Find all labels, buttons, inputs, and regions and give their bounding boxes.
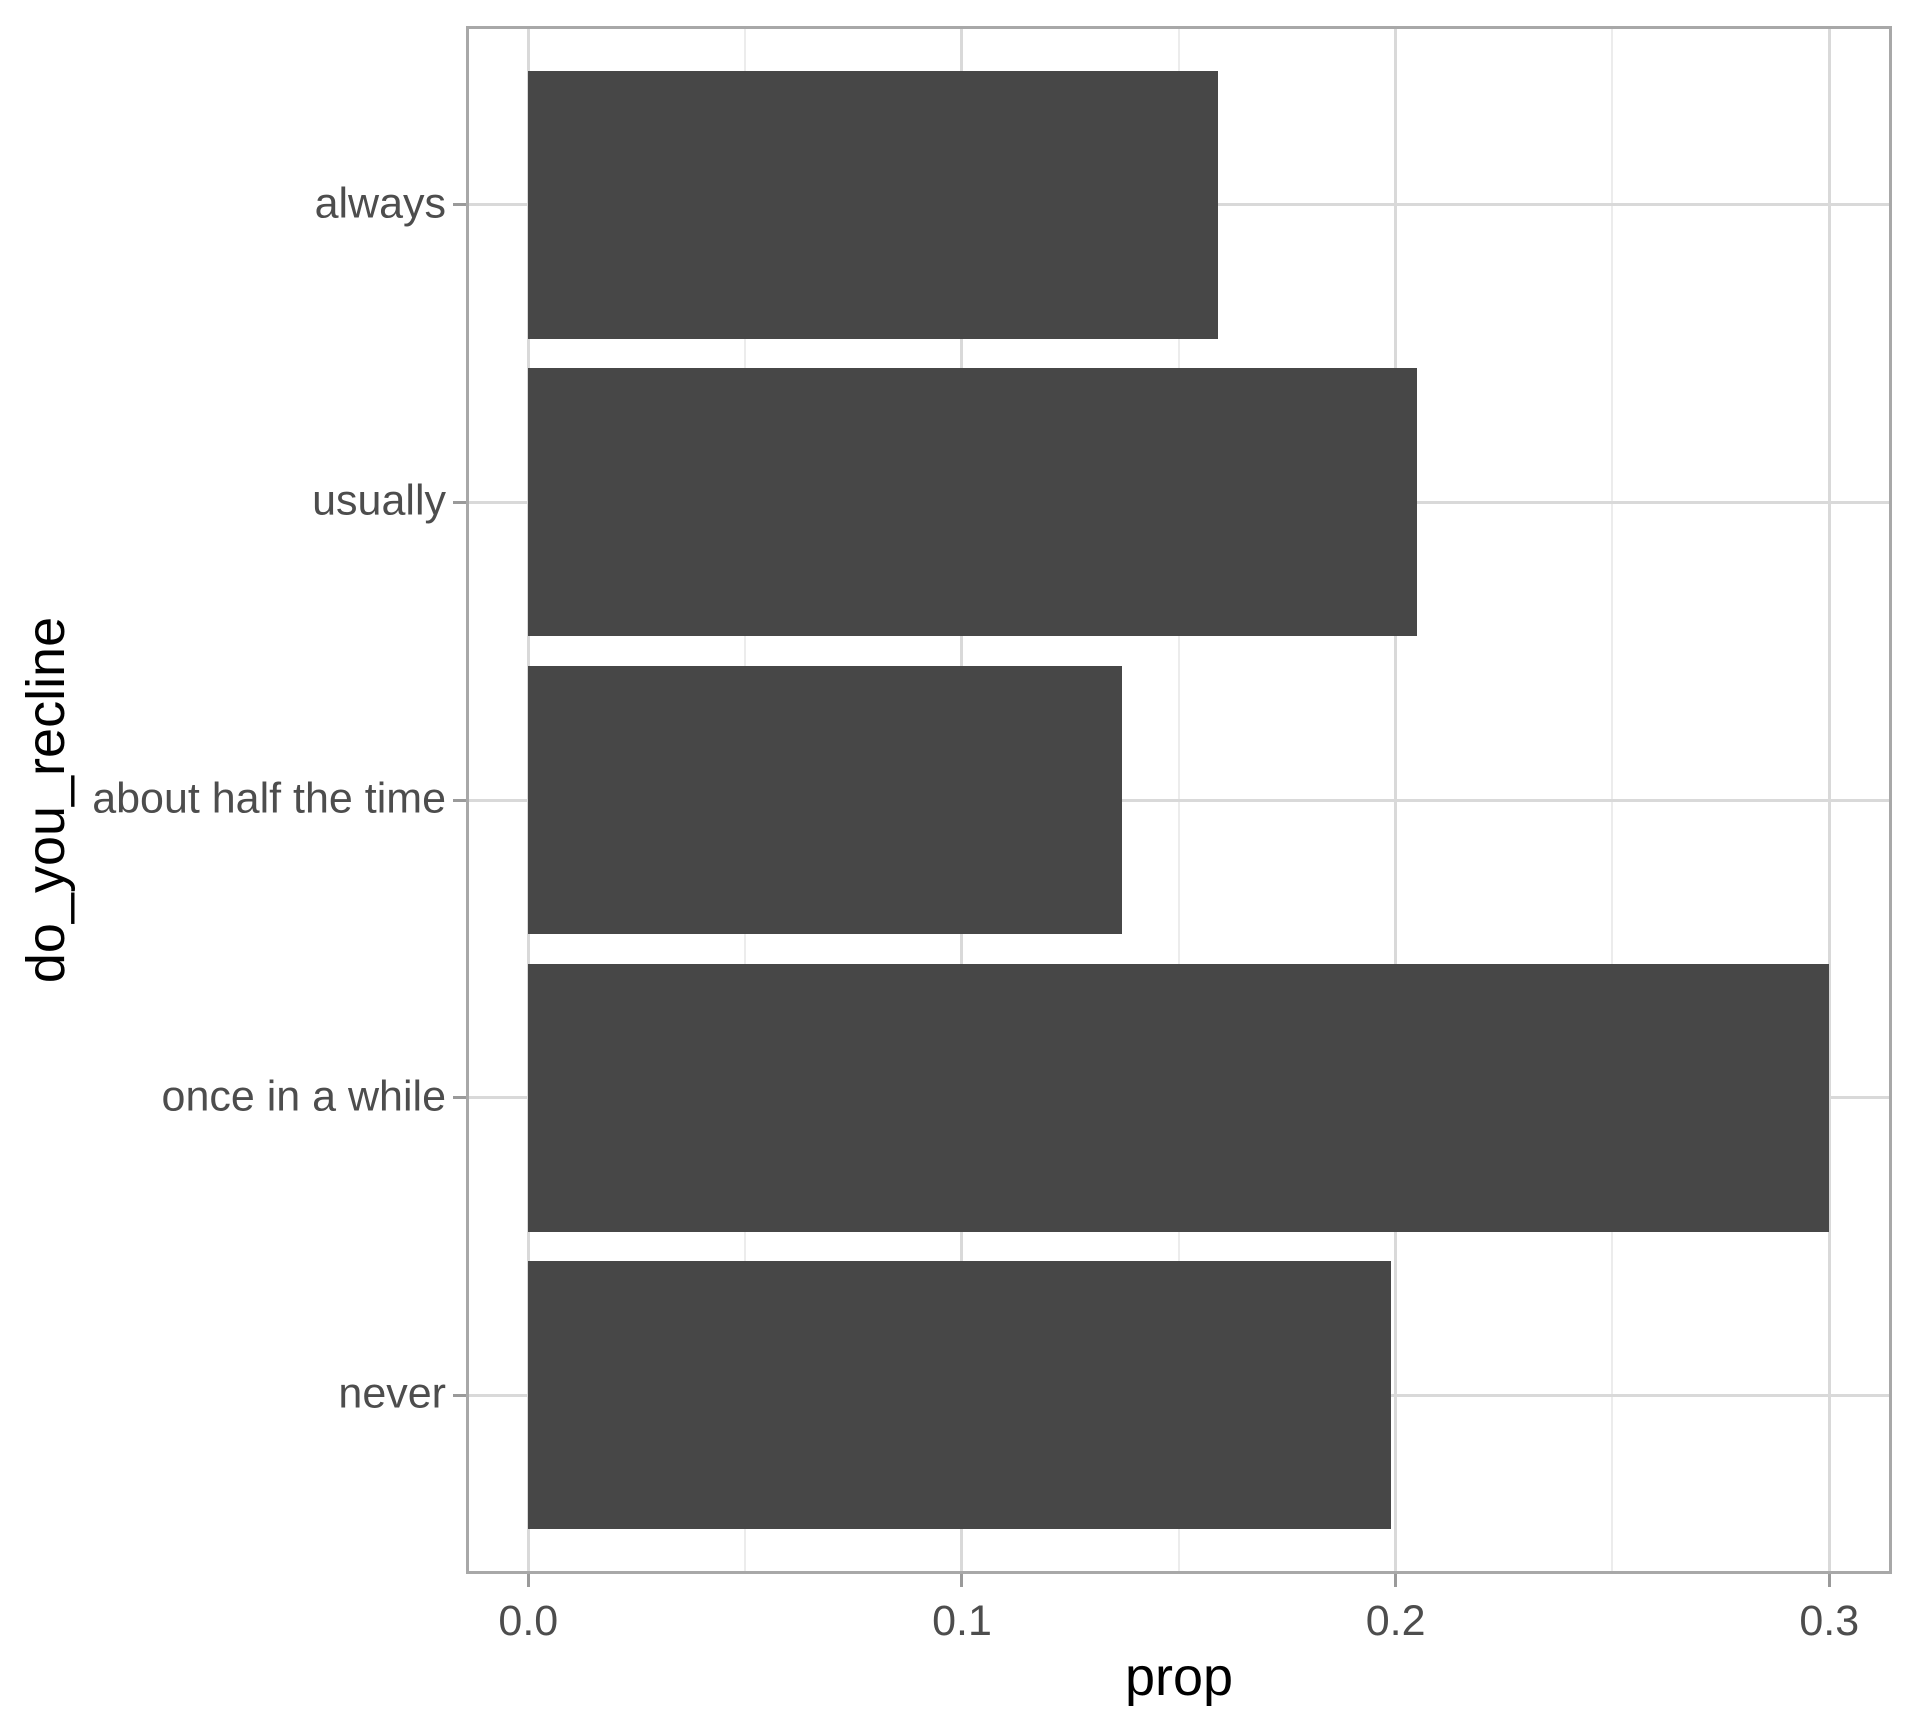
bar-once-in-a-while bbox=[528, 963, 1830, 1232]
x-axis-title: prop bbox=[1124, 1647, 1234, 1707]
bars-layer bbox=[466, 26, 1892, 1574]
y-tick-mark bbox=[453, 500, 466, 504]
y-tick-mark bbox=[453, 798, 466, 802]
bar-never bbox=[528, 1261, 1392, 1530]
y-tick-label: never bbox=[338, 1369, 446, 1418]
y-tick-label: usually bbox=[312, 476, 446, 525]
x-tick-label: 0.2 bbox=[1365, 1597, 1426, 1645]
x-tick-label: 0.3 bbox=[1799, 1597, 1860, 1645]
y-tick-mark bbox=[453, 1393, 466, 1397]
bar-about-half-the-time bbox=[528, 666, 1123, 934]
x-tick-mark bbox=[960, 1574, 964, 1587]
y-tick-label: once in a while bbox=[161, 1072, 446, 1121]
y-tick-label: about half the time bbox=[92, 774, 446, 823]
grid-major-y bbox=[466, 798, 1892, 802]
bar-usually bbox=[528, 368, 1418, 637]
y-tick-mark bbox=[453, 203, 466, 207]
x-tick-label: 0.0 bbox=[498, 1597, 559, 1645]
x-tick-mark bbox=[526, 1574, 530, 1587]
y-tick-mark bbox=[453, 1096, 466, 1100]
bar-always bbox=[528, 70, 1218, 339]
x-tick-label: 0.1 bbox=[932, 1597, 992, 1645]
y-tick-label: always bbox=[314, 179, 446, 228]
x-tick-mark bbox=[1827, 1574, 1831, 1587]
x-tick-mark bbox=[1394, 1574, 1398, 1587]
